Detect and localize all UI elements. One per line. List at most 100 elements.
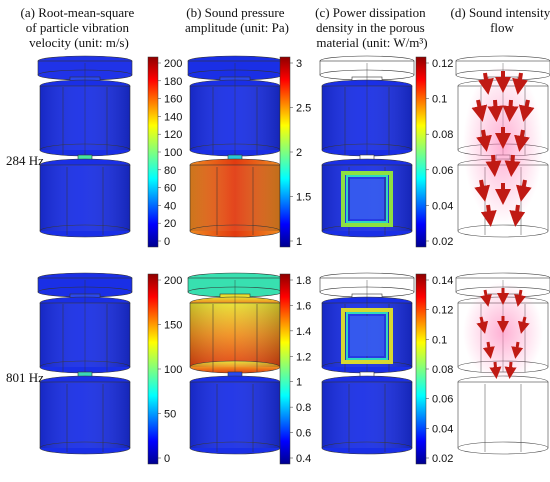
intensity-arrows-d1-arrow-0 bbox=[478, 72, 494, 95]
colorbar-a1-bar bbox=[147, 56, 159, 248]
colorbar-c2-bar bbox=[415, 273, 427, 465]
colorbar-b2-bar bbox=[279, 273, 291, 465]
colorbar-c2-tick-label-2: 0.1 bbox=[432, 334, 447, 346]
colorbar-b1-bar bbox=[279, 56, 291, 248]
panel-b1-lower-shade bbox=[190, 165, 280, 231]
panel-d2-lower-bottom bbox=[457, 441, 549, 455]
colorbar-b2-tick-label-2: 1.4 bbox=[296, 326, 311, 338]
colorbar-a1-tick-label-8: 40 bbox=[164, 200, 176, 212]
intensity-arrows-d1-arrow-11 bbox=[504, 154, 521, 177]
intensity-arrows-d1-arrow-16 bbox=[509, 204, 526, 227]
colorbar-b2-tick-label-1: 1.6 bbox=[296, 300, 311, 312]
intensity-arrows-d2-arrow-5 bbox=[517, 316, 530, 334]
header-d: (d) Sound intensity flow bbox=[451, 5, 550, 35]
colorbar-a1-tick-label-2: 160 bbox=[164, 94, 182, 106]
colorbar-b1-tick-label-3: 1.5 bbox=[296, 192, 311, 204]
intensity-arrows-d1-arrow-9 bbox=[514, 129, 530, 152]
colorbar-b1-tick-label-1: 2.5 bbox=[296, 103, 311, 115]
colorbar-b2-tick-label-5: 0.8 bbox=[296, 402, 311, 414]
colorbar-c1-tick-label-2: 0.08 bbox=[432, 129, 453, 141]
panel-a1-lower-shade bbox=[40, 165, 130, 231]
colorbar-a2-tick-label-3: 50 bbox=[164, 409, 176, 421]
header-a: (a) Root-mean-square of particle vibrati… bbox=[21, 5, 138, 50]
panel-c2-lower-shade bbox=[322, 382, 412, 448]
colorbar-b2-tick-label-3: 1.2 bbox=[296, 351, 311, 363]
intensity-arrows-d1 bbox=[463, 65, 543, 227]
colorbar-a1-tick-label-3: 140 bbox=[164, 111, 182, 123]
colorbar-b1-tick-label-0: 3 bbox=[296, 58, 302, 70]
colorbar-c1-bar bbox=[415, 56, 427, 248]
panel-b2 bbox=[187, 272, 283, 455]
colorbar-a2-tick-label-4: 0 bbox=[164, 453, 170, 465]
intensity-arrows-d1-glow bbox=[463, 65, 543, 225]
intensity-arrows-d2-arrow-0 bbox=[480, 289, 492, 307]
column-headers: (a) Root-mean-square of particle vibrati… bbox=[21, 5, 550, 50]
porous-c2-outer bbox=[341, 308, 393, 364]
header-c: (c) Power dissipation density in the por… bbox=[315, 5, 429, 50]
intensity-arrows-d2-arrow-6 bbox=[482, 341, 495, 359]
colorbar-c2-tick-label-0: 0.14 bbox=[432, 275, 453, 287]
intensity-arrows-d1-arrow-2 bbox=[512, 72, 528, 95]
intensity-arrows-d2-arrow-8 bbox=[489, 361, 502, 379]
colorbar-b2-tick-label-0: 1.8 bbox=[296, 275, 311, 287]
colorbar-a1-tick-label-1: 180 bbox=[164, 76, 182, 88]
colorbar-c1: 0.12 0.1 0.08 0.06 0.04 0.02 bbox=[415, 56, 453, 248]
porous-c1 bbox=[341, 171, 393, 227]
colorbar-a2-tick-label-2: 100 bbox=[164, 364, 182, 376]
colorbar-b1-tick-label-4: 1 bbox=[296, 236, 302, 248]
intensity-arrows-d1-arrow-4 bbox=[487, 99, 504, 122]
porous-c2 bbox=[341, 308, 393, 364]
intensity-arrows-d1-arrow-15 bbox=[480, 204, 497, 227]
colorbar-c2-tick-label-4: 0.06 bbox=[432, 394, 453, 406]
intensity-arrows-d2-arrow-9 bbox=[504, 361, 517, 379]
panel-b1 bbox=[187, 55, 283, 238]
porous-c1-inner bbox=[346, 175, 388, 223]
intensity-arrows-d1-arrow-12 bbox=[474, 179, 491, 202]
colorbar-b2: 1.8 1.6 1.4 1.2 1 0.8 0.6 0.4 bbox=[279, 273, 311, 465]
colorbar-a1-tick-label-10: 0 bbox=[164, 236, 170, 248]
colorbar-b2-tick-label-6: 0.6 bbox=[296, 428, 311, 440]
colorbar-c1-tick-label-3: 0.06 bbox=[432, 165, 453, 177]
header-b: (b) Sound pressure amplitude (unit: Pa) bbox=[185, 5, 289, 35]
colorbar-c1-tick-label-1: 0.1 bbox=[432, 94, 447, 106]
colorbar-b1-tick-label-2: 2 bbox=[296, 147, 302, 159]
colorbar-a2: 200 150 100 50 0 bbox=[147, 273, 182, 465]
colorbar-a1-tick-label-6: 80 bbox=[164, 165, 176, 177]
colorbar-c1-tick-label-0: 0.12 bbox=[432, 58, 453, 70]
intensity-arrows-d1-arrow-7 bbox=[476, 129, 492, 152]
porous-c1-outer bbox=[341, 171, 393, 227]
colorbar-a1-tick-label-7: 60 bbox=[164, 183, 176, 195]
colorbar-a1-tick-label-0: 200 bbox=[164, 58, 182, 70]
colorbar-c1-tick-label-4: 0.04 bbox=[432, 200, 453, 212]
porous-c2-inner bbox=[346, 312, 388, 360]
porous-c2-core bbox=[350, 316, 384, 356]
panels: 20018016014012010080604020032.521.510.12… bbox=[37, 55, 550, 465]
colorbar-a2-bar bbox=[147, 273, 159, 465]
colorbar-a1-tick-label-4: 120 bbox=[164, 129, 182, 141]
colorbar-b2-tick-label-7: 0.4 bbox=[296, 453, 311, 465]
colorbar-a1-tick-label-9: 20 bbox=[164, 218, 176, 230]
colorbar-c2-tick-label-1: 0.12 bbox=[432, 305, 453, 317]
intensity-arrows-d2-arrow-2 bbox=[514, 289, 526, 307]
intensity-arrows-d2 bbox=[463, 282, 543, 382]
colorbar-b2-tick-label-4: 1 bbox=[296, 377, 302, 389]
panel-a2-lower-shade bbox=[40, 382, 130, 448]
panel-a1 bbox=[37, 55, 133, 238]
colorbar-a1-tick-label-5: 100 bbox=[164, 147, 182, 159]
porous-c1-core bbox=[350, 179, 384, 219]
panel-a2 bbox=[37, 272, 133, 455]
intensity-arrows-d1-arrow-3 bbox=[471, 99, 488, 122]
colorbar-c2-tick-label-3: 0.08 bbox=[432, 364, 453, 376]
row-label-284: 284 Hz bbox=[6, 153, 44, 168]
panel-d1-lower-bottom bbox=[457, 224, 549, 238]
panel-d2-lower-body bbox=[457, 381, 549, 449]
panel-c1 bbox=[319, 55, 415, 238]
intensity-arrows-d1-arrow-6 bbox=[518, 99, 535, 122]
colorbar-c2-tick-label-6: 0.02 bbox=[432, 453, 453, 465]
row-label-801: 801 Hz bbox=[6, 370, 44, 385]
colorbar-c2: 0.14 0.12 0.1 0.08 0.06 0.04 0.02 bbox=[415, 273, 453, 465]
colorbar-a2-tick-label-1: 150 bbox=[164, 320, 182, 332]
